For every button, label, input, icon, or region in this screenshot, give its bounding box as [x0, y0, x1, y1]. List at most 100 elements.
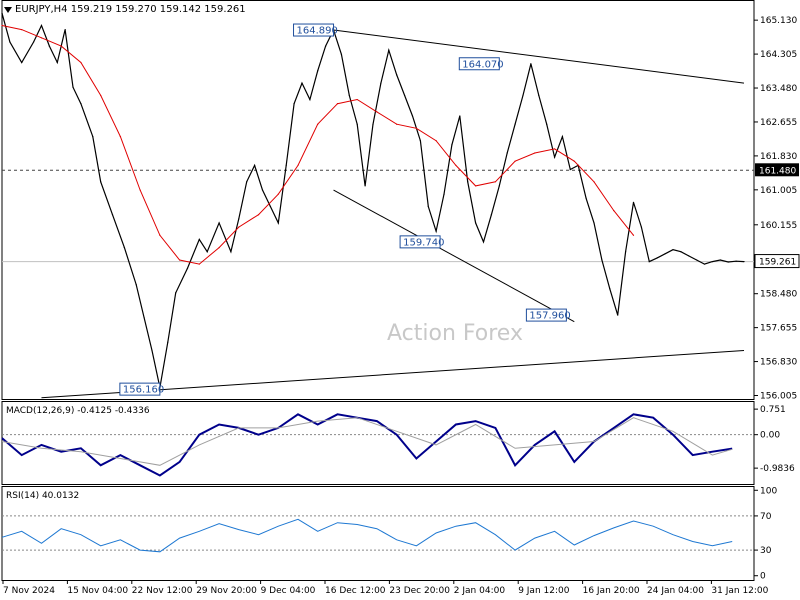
x-tick-label: 2 Jan 04:00 — [454, 586, 506, 596]
price-point — [735, 260, 737, 262]
price-point — [9, 41, 11, 43]
macd-title: MACD(12,26,9) -0.4125 -0.4336 — [6, 406, 150, 416]
price-point — [427, 205, 429, 208]
price-point — [451, 144, 453, 146]
chart-header: EURJPY,H4 159.219 159.270 159.142 159.26… — [15, 4, 246, 15]
price-point — [648, 260, 650, 263]
price-point — [198, 238, 200, 240]
annotation-label: 156.160 — [123, 385, 164, 396]
rsi-y-tick-label: 0 — [760, 572, 766, 582]
rsi-line — [1, 518, 733, 553]
ma-point — [218, 247, 220, 249]
price-point — [459, 115, 461, 117]
price-point — [467, 181, 469, 183]
price-point — [593, 222, 595, 224]
price-point — [230, 251, 232, 253]
ma-point — [613, 210, 615, 212]
ma-point — [573, 160, 575, 162]
watermark: Action Forex — [387, 321, 523, 346]
price-point — [348, 94, 350, 97]
level-price-box — [755, 163, 799, 177]
y-tick-label: 156.830 — [760, 358, 797, 368]
price-point — [514, 123, 516, 125]
ma-point — [80, 61, 82, 64]
price-point — [561, 135, 564, 138]
price-point — [553, 156, 556, 158]
ma-point — [198, 263, 200, 265]
price-point — [340, 53, 343, 55]
ma-point — [40, 37, 43, 39]
price-point — [21, 61, 23, 64]
price-point — [680, 251, 682, 253]
price-point — [238, 218, 240, 220]
price-point — [530, 63, 532, 65]
collapse-triangle-icon[interactable] — [4, 7, 12, 13]
y-tick-label: 161.830 — [760, 152, 797, 162]
y-tick-label: 156.005 — [760, 392, 797, 402]
ma-point — [238, 226, 240, 228]
price-point — [218, 222, 220, 224]
annotation-label: 159.740 — [403, 237, 444, 248]
price-point — [664, 253, 666, 255]
price-point — [711, 260, 714, 263]
ma-point — [60, 45, 62, 47]
y-tick-label: 164.305 — [760, 50, 797, 60]
upper-trendline — [333, 29, 745, 84]
price-point — [151, 349, 153, 352]
price-point — [490, 214, 493, 216]
price-point — [727, 261, 729, 263]
rsi-y-tick-label: 30 — [760, 546, 772, 556]
price-point — [506, 152, 508, 154]
price-point — [269, 205, 271, 208]
price-point — [656, 257, 658, 259]
price-point — [100, 181, 102, 183]
price-point — [92, 135, 94, 138]
symbol-label: EURJPY,H4 — [15, 4, 68, 15]
price-point — [261, 189, 264, 191]
price-point — [364, 185, 366, 187]
price-point — [175, 292, 177, 294]
current-price-label: 159.261 — [759, 258, 796, 268]
annotation-box — [293, 23, 335, 37]
y-tick-label: 163.480 — [760, 84, 797, 94]
ma-point — [376, 111, 378, 113]
ma-point — [514, 160, 516, 162]
ma-point — [435, 140, 437, 142]
price-point — [186, 267, 189, 269]
macd-signal-line — [1, 417, 733, 466]
x-tick-label: 9 Jan 12:00 — [518, 586, 570, 596]
price-point — [475, 222, 477, 224]
macd-y-tick-label: 0.751 — [760, 405, 786, 415]
panel-frame-1 — [1, 401, 755, 485]
price-point — [443, 193, 445, 195]
x-tick-label: 31 Jan 12:00 — [711, 586, 768, 596]
panel-frame-2 — [1, 486, 755, 581]
ma-point — [336, 103, 339, 105]
annotation-box — [119, 382, 161, 396]
price-point — [309, 98, 311, 101]
moving-average-line — [1, 25, 634, 265]
price-point — [688, 255, 690, 257]
price-point — [640, 226, 642, 228]
x-tick-label: 15 Nov 04:00 — [67, 586, 128, 596]
price-point — [696, 259, 698, 261]
macd-line — [1, 413, 733, 477]
price-point — [135, 284, 137, 286]
price-point — [522, 94, 524, 97]
annotation-box — [399, 235, 441, 249]
price-point — [672, 249, 674, 251]
ma-point — [396, 123, 398, 125]
price-point — [601, 259, 603, 261]
price-point — [569, 168, 571, 171]
ma-point — [553, 148, 556, 150]
ma-point — [139, 189, 141, 191]
price-point — [435, 230, 437, 232]
ma-point — [475, 185, 477, 187]
price-point — [40, 24, 43, 27]
ma-point — [297, 164, 299, 166]
price-point — [277, 222, 279, 224]
price-point — [703, 263, 706, 265]
y-tick-label: 162.655 — [760, 118, 797, 128]
annotation-box — [458, 57, 500, 71]
